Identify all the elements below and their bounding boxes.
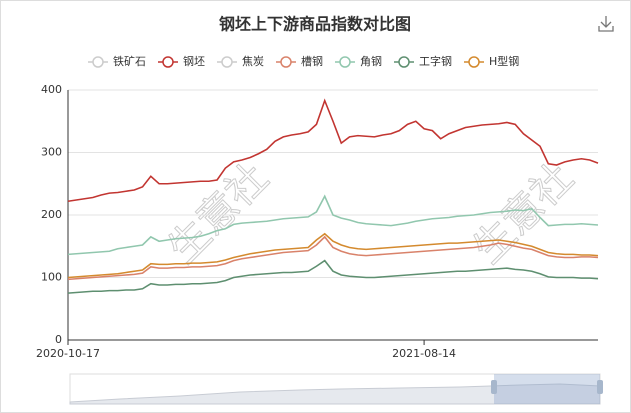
x-tick-label: 2021-08-14: [392, 347, 456, 360]
legend-marker: [280, 56, 292, 68]
data-zoom[interactable]: [69, 373, 603, 405]
legend-marker: [339, 56, 351, 68]
series-line: [67, 194, 599, 256]
zoom-window[interactable]: [494, 374, 600, 404]
zoom-handle[interactable]: [491, 380, 497, 394]
y-tick-label: 100: [41, 271, 62, 284]
legend-marker: [162, 56, 174, 68]
legend-marker: [92, 56, 104, 68]
legend-label: 工字钢: [419, 54, 452, 68]
series-line: [67, 259, 599, 294]
zoom-handle[interactable]: [597, 380, 603, 394]
legend-label: 角钢: [360, 55, 382, 68]
download-icon[interactable]: [598, 16, 614, 32]
x-tick-label: 2020-10-17: [36, 347, 100, 360]
y-tick-label: 0: [55, 333, 62, 346]
legend-label: 焦炭: [242, 55, 264, 68]
legend-marker: [398, 56, 410, 68]
legend-label: H型钢: [489, 54, 519, 68]
y-tick-label: 300: [41, 146, 62, 159]
legend-item[interactable]: 工字钢: [394, 54, 452, 68]
legend-item[interactable]: 钢坯: [158, 55, 205, 68]
legend-item[interactable]: 焦炭: [217, 55, 264, 68]
legend-marker: [221, 56, 233, 68]
legend-item[interactable]: H型钢: [464, 54, 519, 68]
legend-label: 铁矿石: [113, 55, 146, 68]
legend-item[interactable]: 铁矿石: [88, 55, 146, 68]
y-tick-label: 400: [41, 83, 62, 96]
chart-title: 钢坯上下游商品指数对比图: [219, 15, 411, 34]
series-line: [67, 232, 599, 279]
series-line: [67, 235, 599, 281]
zoom-preview: [69, 383, 601, 405]
series-line: [67, 98, 599, 203]
y-tick-label: 200: [41, 208, 62, 221]
download-glyph[interactable]: [598, 16, 614, 32]
legend-item[interactable]: 角钢: [335, 55, 382, 68]
legend-label: 钢坯: [183, 55, 205, 68]
legend-label: 槽钢: [301, 55, 323, 68]
legend-item[interactable]: 槽钢: [276, 55, 323, 68]
legend-marker: [468, 56, 480, 68]
